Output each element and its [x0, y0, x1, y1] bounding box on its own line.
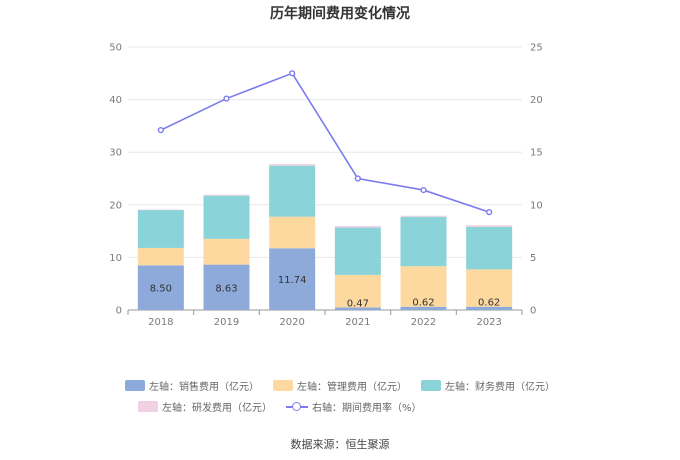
bar-segment-series-1 — [400, 306, 447, 310]
legend-label: 左轴：销售费用（亿元） — [149, 382, 259, 393]
bar-segment-series-3 — [334, 227, 381, 275]
y-right-tick-label: 25 — [530, 43, 543, 54]
y-right-tick-label: 15 — [530, 148, 543, 159]
line-point — [420, 186, 427, 194]
bar-segment-series-2 — [334, 274, 381, 308]
bar-data-label: 8.63 — [215, 283, 237, 294]
legend-item[interactable]: 右轴：期间费用率（%） — [286, 399, 422, 414]
legend-swatch — [273, 380, 293, 391]
line-point — [354, 175, 361, 182]
bar-segment-series-1 — [466, 306, 513, 310]
bar-segment-series-3 — [400, 216, 447, 267]
bar-segment-series-3 — [137, 210, 184, 248]
bar-segment-series-1 — [334, 307, 381, 310]
bar-data-label: 0.47 — [347, 299, 369, 310]
legend-label: 左轴：研发费用（亿元） — [162, 403, 272, 414]
legend-item[interactable]: 左轴：研发费用（亿元） — [138, 399, 272, 414]
y-right-tick-label: 10 — [530, 200, 543, 211]
x-tick-label: 2019 — [214, 317, 239, 328]
y-right-tick-label: 0 — [530, 306, 536, 317]
bar-segment-series-4 — [269, 164, 316, 166]
bar-segment-series-1 — [137, 265, 184, 310]
bar-segment-series-2 — [400, 266, 447, 307]
bar-segment-series-3 — [466, 226, 513, 270]
y-left-tick-label: 0 — [116, 306, 122, 317]
bar-data-label: 0.62 — [412, 298, 434, 309]
stacked-bar-line-chart: 0 10 20 30 40 50 0 5 10 15 20 25 2018 2019 2020 2021 202… — [109, 43, 543, 329]
y-left-tick-label: 30 — [109, 148, 122, 159]
bar-segment-series-2 — [203, 238, 250, 265]
bar-segment-series-4 — [400, 215, 447, 217]
legend-swatch — [125, 380, 145, 391]
bar-segment-series-4 — [334, 225, 381, 228]
x-tick-label: 2018 — [148, 317, 173, 328]
x-tick-label: 2022 — [411, 317, 436, 328]
y-left-tick-label: 50 — [109, 43, 122, 54]
line-point — [157, 127, 164, 134]
legend-label: 左轴：管理费用（亿元） — [297, 382, 407, 393]
y-left-tick-label: 20 — [109, 200, 122, 211]
bar-segment-series-2 — [269, 216, 316, 249]
bar-segment-series-2 — [137, 247, 184, 266]
y-left-tick-label: 10 — [109, 253, 122, 264]
bar-segment-series-1 — [203, 264, 250, 310]
legend-swatch — [421, 380, 441, 391]
legend-swatch — [138, 401, 158, 412]
x-tick-label: 2023 — [476, 317, 501, 328]
bar-segment-series-4 — [466, 225, 513, 227]
line-series — [160, 72, 490, 213]
legend-item[interactable]: 左轴：管理费用（亿元） — [273, 378, 407, 393]
line-point — [486, 209, 493, 216]
bar-segment-series-2 — [466, 269, 513, 307]
bar-segment-series-3 — [269, 165, 316, 217]
y-right-tick-label: 20 — [530, 95, 543, 106]
bar-segment-series-1 — [269, 248, 316, 310]
bar-segment-series-3 — [203, 195, 250, 239]
legend-swatch — [286, 401, 308, 412]
line-point — [289, 70, 296, 77]
bar-data-label: 8.50 — [150, 284, 172, 295]
x-tick-label: 2020 — [279, 317, 304, 328]
line-point — [223, 95, 230, 102]
bar-data-label: 0.62 — [478, 298, 500, 309]
bar-segment-series-4 — [137, 209, 184, 211]
bar-segment-series-4 — [203, 194, 250, 196]
y-left-tick-label: 40 — [109, 95, 122, 106]
legend-label: 左轴：财务费用（亿元） — [445, 382, 555, 393]
legend-label: 右轴：期间费用率（%） — [312, 403, 422, 414]
legend-item[interactable]: 左轴：财务费用（亿元） — [421, 378, 555, 393]
data-source: 数据来源：恒生聚源 — [290, 438, 390, 451]
y-right-tick-label: 5 — [530, 253, 536, 264]
bar-data-label: 11.74 — [278, 275, 307, 286]
legend-item[interactable]: 左轴：销售费用（亿元） — [125, 378, 259, 393]
x-tick-label: 2021 — [345, 317, 370, 328]
chart-title: 历年期间费用变化情况 — [270, 6, 410, 22]
legend: 左轴：销售费用（亿元） 左轴：管理费用（亿元） 左轴：财务费用（亿元） 左轴：研发费… — [0, 378, 680, 420]
